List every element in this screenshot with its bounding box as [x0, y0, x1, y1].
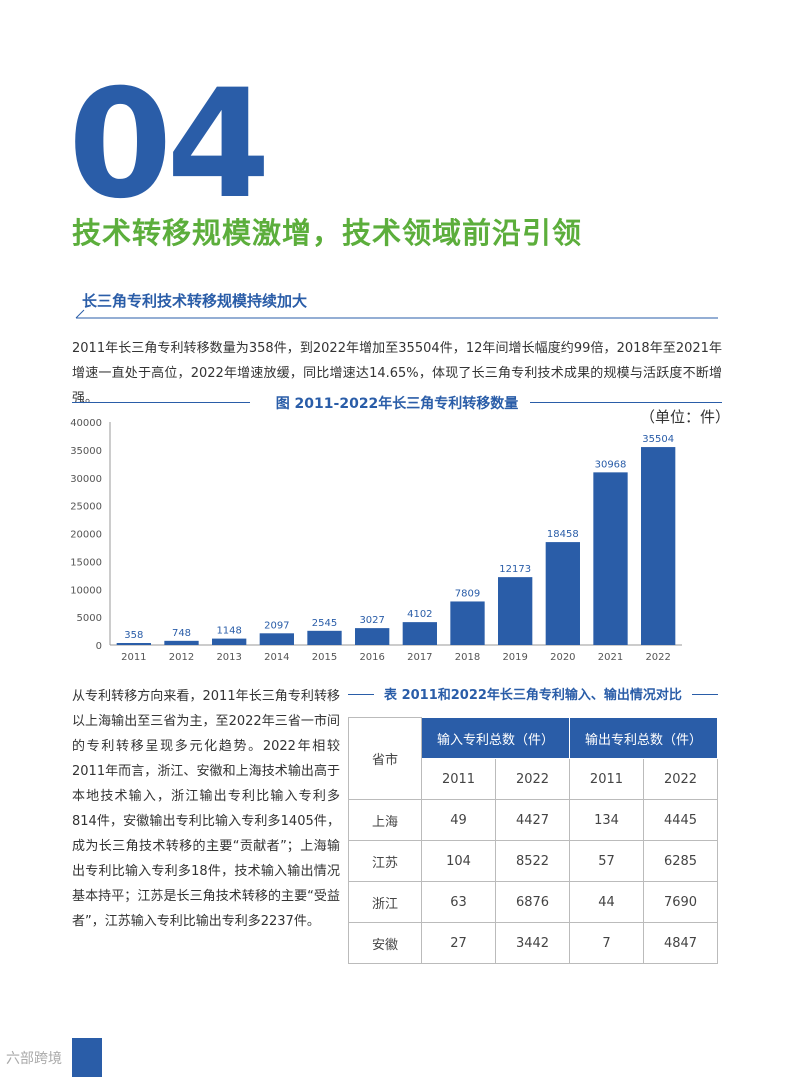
y-tick-label: 20000 — [70, 530, 102, 541]
x-tick-label: 2021 — [598, 652, 623, 663]
chart-title-rule-left — [72, 402, 250, 403]
chart-unit: （单位：件） — [640, 408, 731, 426]
direction-paragraph: 从专利转移方向来看，2011年长三角专利转移以上海输出至三省为主，至2022年三… — [72, 689, 340, 929]
x-tick-label: 2017 — [407, 652, 432, 663]
page-number-block — [72, 1038, 102, 1077]
table-cell: 4427 — [494, 799, 570, 841]
table-cell: 57 — [568, 840, 644, 882]
data-label: 1148 — [216, 626, 241, 637]
bar — [450, 601, 485, 645]
row-province: 江苏 — [348, 840, 422, 882]
table-cell: 134 — [568, 799, 644, 841]
data-label: 358 — [124, 630, 143, 641]
bar — [402, 622, 437, 645]
table-cell: 44 — [568, 881, 644, 923]
x-tick-label: 2016 — [359, 652, 384, 663]
watermark-logo: 六部跨境 — [6, 1051, 62, 1067]
section-heading: 长三角专利技术转移规模持续加大 — [72, 290, 718, 320]
table-title: 表 2011和2022年长三角专利输入、输出情况对比 — [384, 688, 682, 703]
row-province: 安徽 — [348, 922, 422, 964]
year-header: 2011 — [421, 758, 496, 800]
bar — [593, 472, 628, 645]
chart-title: 图 2011-2022年长三角专利转移数量 — [275, 396, 519, 412]
table-cell: 4847 — [642, 922, 719, 964]
bar — [259, 633, 294, 645]
data-label: 7809 — [455, 588, 480, 599]
section-heading-decor — [75, 309, 718, 319]
y-tick-label: 35000 — [70, 446, 102, 457]
main-title: 技术转移规模激增，技术领域前沿引领 — [72, 216, 583, 250]
year-header: 2011 — [568, 758, 644, 800]
x-tick-label: 2011 — [121, 652, 146, 663]
intro-paragraph: 2011年长三角专利转移数量为358件，到2022年增加至35504件，12年间… — [72, 341, 722, 406]
y-tick-label: 5000 — [77, 613, 102, 624]
data-label: 18458 — [547, 529, 579, 540]
y-tick-label: 10000 — [70, 585, 102, 596]
table-cell: 7 — [568, 922, 644, 964]
table-title-rule-left — [348, 694, 374, 695]
data-label: 748 — [172, 628, 191, 639]
table-cell: 8522 — [494, 840, 570, 882]
data-label: 2545 — [312, 618, 337, 629]
table-title-block: 表 2011和2022年长三角专利输入、输出情况对比 — [348, 684, 718, 706]
table-row: 安徽 27 3442 7 4847 — [348, 922, 719, 964]
bar — [641, 447, 676, 645]
table-title-rule-right — [692, 694, 718, 695]
col-header-input: 输入专利总数（件） — [421, 717, 570, 759]
bar — [116, 643, 151, 645]
x-tick-label: 2013 — [216, 652, 241, 663]
x-tick-label: 2022 — [645, 652, 670, 663]
year-header: 2022 — [642, 758, 719, 800]
x-tick-label: 2015 — [312, 652, 337, 663]
y-tick-label: 25000 — [70, 502, 102, 513]
data-label: 4102 — [407, 609, 432, 620]
x-tick-label: 2014 — [264, 652, 289, 663]
bar — [212, 638, 247, 645]
patent-flow-table: 省市 输入专利总数（件） 输出专利总数（件） 2011 2022 2011 20… — [348, 717, 719, 964]
table-cell: 27 — [421, 922, 496, 964]
section-heading-text: 长三角专利技术转移规模持续加大 — [82, 292, 308, 310]
row-province: 浙江 — [348, 881, 422, 923]
bar-chart: 0 5000 10000 15000 20000 25000 30000 35000 40000… — [70, 418, 682, 663]
table-cell: 6876 — [494, 881, 570, 923]
table-row: 江苏 104 8522 57 6285 — [348, 840, 719, 882]
bar — [307, 630, 342, 645]
bar — [498, 577, 533, 645]
chart-title-block: 图 2011-2022年长三角专利转移数量 — [72, 391, 722, 413]
x-tick-label: 2019 — [502, 652, 527, 663]
table-cell: 4445 — [642, 799, 719, 841]
data-label: 2097 — [264, 620, 289, 631]
y-tick-label: 0 — [96, 641, 102, 652]
y-tick-label: 40000 — [70, 418, 102, 429]
x-tick-label: 2018 — [455, 652, 480, 663]
data-label: 3027 — [359, 615, 384, 626]
bar — [545, 542, 580, 645]
col-header-output: 输出专利总数（件） — [568, 717, 719, 759]
table-cell: 3442 — [494, 922, 570, 964]
bar — [355, 628, 390, 645]
chart-title-rule-right — [530, 402, 722, 403]
row-province: 上海 — [348, 799, 422, 841]
data-label: 30968 — [595, 459, 627, 470]
table-cell: 63 — [421, 881, 496, 923]
table-row: 上海 49 4427 134 4445 — [348, 799, 719, 841]
y-tick-label: 30000 — [70, 474, 102, 485]
x-tick-label: 2020 — [550, 652, 575, 663]
table-cell: 49 — [421, 799, 496, 841]
bar — [164, 640, 199, 645]
table-row: 浙江 63 6876 44 7690 — [348, 881, 719, 923]
data-label: 35504 — [642, 434, 674, 445]
table-cell: 7690 — [642, 881, 719, 923]
y-tick-label: 15000 — [70, 557, 102, 568]
year-header: 2022 — [494, 758, 570, 800]
section-number: 04 — [68, 58, 271, 232]
col-header-province: 省市 — [348, 717, 422, 800]
table-cell: 104 — [421, 840, 496, 882]
data-label: 12173 — [499, 564, 531, 575]
x-tick-label: 2012 — [169, 652, 194, 663]
table-cell: 6285 — [642, 840, 719, 882]
